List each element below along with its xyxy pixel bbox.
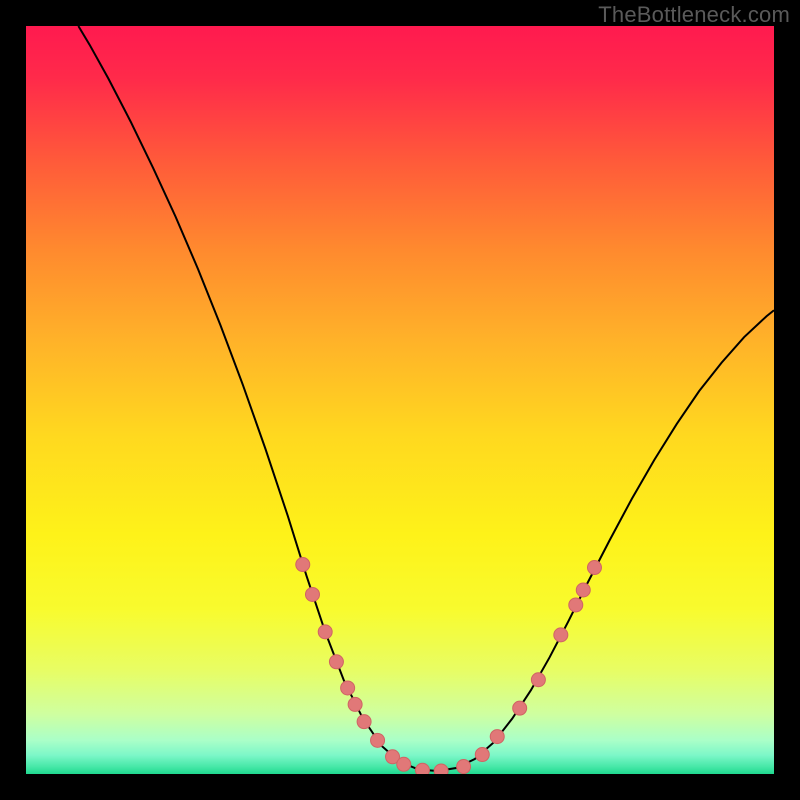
markers-group xyxy=(296,558,602,774)
data-marker xyxy=(531,673,545,687)
data-marker xyxy=(569,598,583,612)
data-marker xyxy=(305,587,319,601)
data-marker xyxy=(318,625,332,639)
data-marker xyxy=(513,701,527,715)
data-marker xyxy=(457,760,471,774)
data-marker xyxy=(415,763,429,774)
data-marker xyxy=(329,655,343,669)
data-marker xyxy=(397,757,411,771)
data-marker xyxy=(576,583,590,597)
data-marker xyxy=(490,730,504,744)
data-marker xyxy=(348,697,362,711)
data-marker xyxy=(357,715,371,729)
frame: TheBottleneck.com xyxy=(0,0,800,800)
data-marker xyxy=(434,764,448,774)
data-marker xyxy=(341,681,355,695)
data-marker xyxy=(371,733,385,747)
chart-svg xyxy=(26,26,774,774)
bottleneck-curve xyxy=(78,26,774,771)
data-marker xyxy=(475,748,489,762)
data-marker xyxy=(296,558,310,572)
watermark-text: TheBottleneck.com xyxy=(598,2,790,28)
data-marker xyxy=(554,628,568,642)
plot-area xyxy=(26,26,774,774)
data-marker xyxy=(587,561,601,575)
